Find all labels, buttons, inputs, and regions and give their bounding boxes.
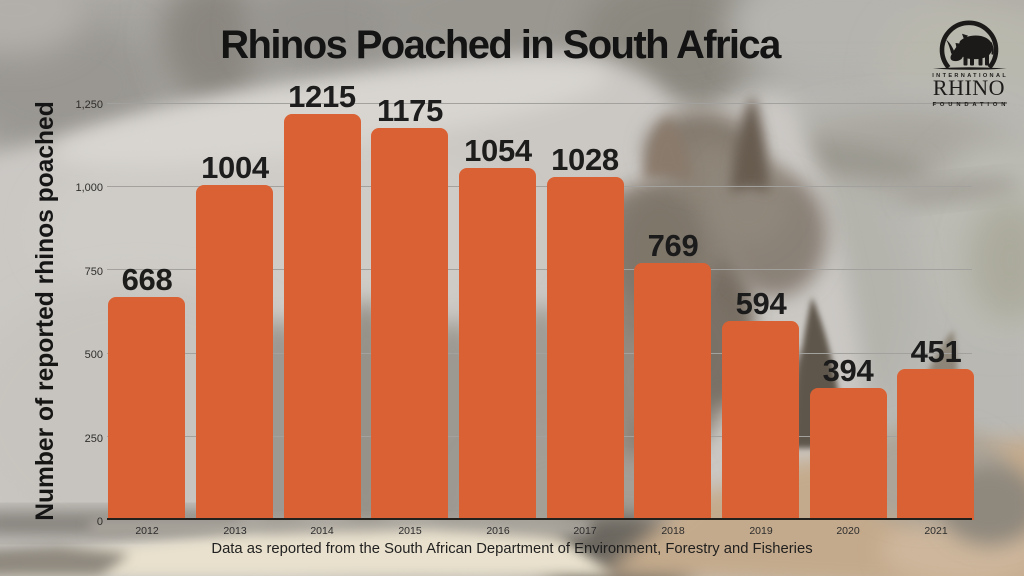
svg-text:INTERNATIONAL: INTERNATIONAL <box>932 73 1008 79</box>
svg-text:FOUNDATION: FOUNDATION <box>933 102 1010 108</box>
svg-text:RHINO: RHINO <box>933 75 1005 100</box>
